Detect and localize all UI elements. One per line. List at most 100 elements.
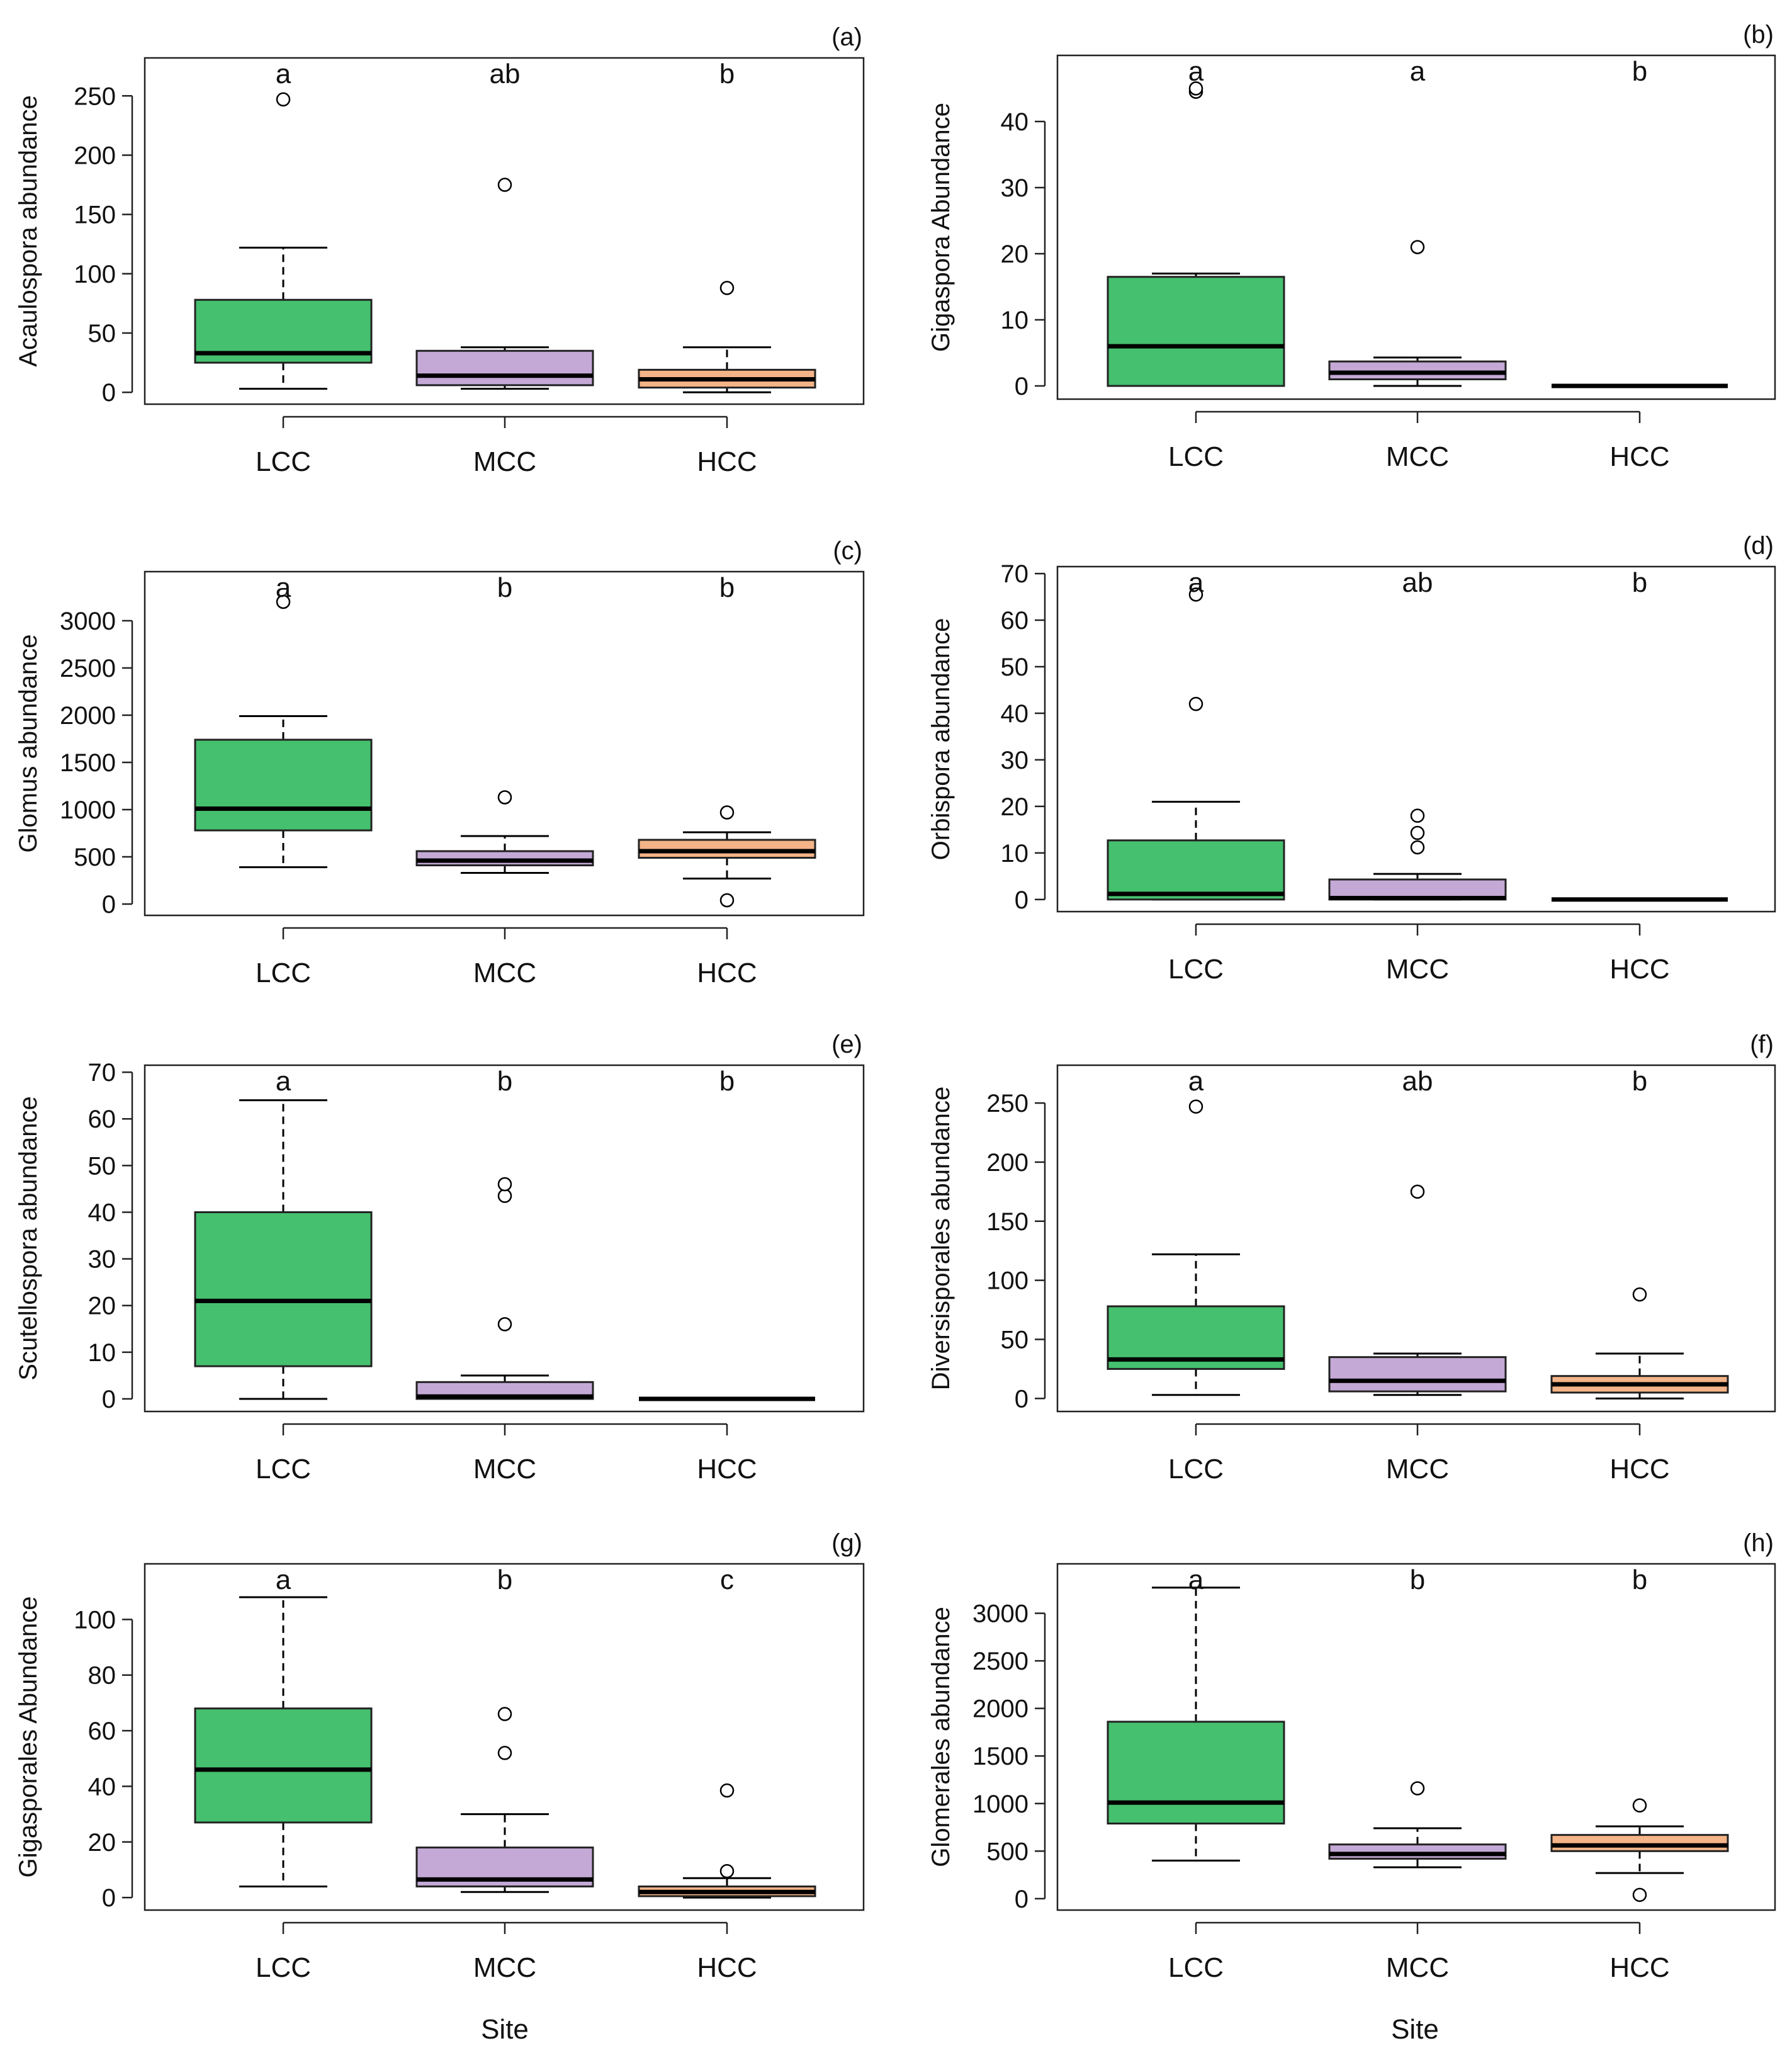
- significance-letter: b: [1410, 1564, 1425, 1595]
- box-lcc: a: [194, 59, 373, 390]
- box-iqr: [1328, 1843, 1507, 1860]
- x-tick-label: HCC: [1609, 441, 1669, 472]
- outlier-point: [497, 1177, 512, 1192]
- x-tick-label: LCC: [256, 446, 311, 477]
- x-axis-title: Site: [1391, 2014, 1439, 2045]
- significance-letter: ab: [1402, 567, 1433, 598]
- y-tick-label: 20: [88, 1829, 116, 1857]
- outlier-point: [276, 92, 291, 107]
- plot-frame: [1056, 1064, 1776, 1413]
- panel-label: (h): [1743, 1529, 1774, 1557]
- y-tick-label: 150: [986, 1208, 1028, 1236]
- y-axis-label: Glomerales abundance: [927, 1607, 955, 1867]
- x-tick-label: HCC: [1609, 1952, 1669, 1983]
- x-tick-label: HCC: [697, 958, 757, 988]
- y-tick-label: 500: [74, 844, 116, 871]
- outlier-point: [719, 281, 735, 295]
- y-tick-label: 100: [74, 261, 116, 288]
- box-iqr: [1550, 1834, 1729, 1852]
- outlier-point: [497, 790, 512, 805]
- significance-letter: a: [276, 572, 291, 603]
- panel-label: (a): [831, 23, 862, 51]
- y-tick-label: 70: [88, 1059, 116, 1087]
- boxplot-panel-f: (f) 0 50 100 150 200 250 Diversisporales abunda…: [927, 1031, 1776, 1485]
- boxplot-panel-c: (c) 0 500 1000 1500 2000 2500 3000 Glomus abunda…: [14, 537, 865, 988]
- outlier-point: [276, 594, 291, 609]
- plot-frame: [1056, 54, 1776, 400]
- y-tick-label: 50: [88, 1152, 116, 1180]
- y-tick-label: 0: [1015, 373, 1028, 400]
- x-tick-label: LCC: [256, 1454, 311, 1485]
- panel-label: (d): [1743, 532, 1774, 560]
- y-tick-label: 0: [1015, 1886, 1028, 1913]
- y-axis-label: Scutellospora abundance: [14, 1096, 42, 1380]
- box-mcc: b: [1328, 1564, 1507, 1869]
- outlier-point: [1188, 1099, 1203, 1114]
- boxplot-panel-b: (b) 0 10 20 30 40 Gigaspora Abundance LCC MCC HCC…: [927, 21, 1776, 472]
- y-axis-label: Acaulospora abundance: [14, 95, 42, 366]
- y-tick-label: 1500: [60, 749, 116, 777]
- box-lcc: a: [1107, 1564, 1285, 1862]
- box-iqr: [1328, 360, 1507, 381]
- boxplot-panel-g: (g) 0 20 40 60 80 100 Gigasporales Abundance LCC…: [14, 1529, 865, 1983]
- significance-letter: a: [1188, 1066, 1204, 1097]
- significance-letter: a: [276, 1066, 291, 1097]
- y-tick-label: 30: [1001, 747, 1029, 774]
- x-tick-label: MCC: [473, 958, 536, 988]
- x-tick-label: LCC: [1168, 441, 1224, 472]
- y-tick-label: 50: [88, 320, 116, 348]
- x-tick-label: MCC: [1386, 441, 1449, 472]
- x-tick-label: LCC: [1168, 1454, 1224, 1485]
- outlier-point: [1410, 1184, 1425, 1199]
- box-lcc: a: [1107, 567, 1285, 901]
- outlier-point: [1632, 1887, 1647, 1903]
- y-tick-label: 0: [1015, 886, 1028, 914]
- outlier-point: [497, 1746, 512, 1760]
- y-tick-label: 40: [1001, 700, 1029, 728]
- x-tick-label: LCC: [256, 958, 311, 988]
- outlier-point: [719, 893, 735, 908]
- y-axis-label: Gigaspora Abundance: [927, 103, 955, 352]
- y-tick-label: 0: [102, 1884, 116, 1912]
- y-tick-label: 1000: [60, 796, 116, 824]
- y-tick-label: 20: [1001, 240, 1029, 268]
- box-iqr: [415, 349, 594, 387]
- plot-frame: [144, 1064, 865, 1413]
- y-tick-label: 2000: [60, 702, 116, 730]
- plot-frame: [144, 1563, 865, 1911]
- significance-letter: b: [497, 1066, 512, 1097]
- box-lcc: a: [194, 1564, 373, 1887]
- significance-letter: a: [1188, 56, 1204, 87]
- box-iqr: [1107, 839, 1285, 901]
- outlier-point: [719, 805, 735, 820]
- box-iqr: [194, 1707, 373, 1824]
- y-tick-label: 60: [88, 1106, 116, 1133]
- y-tick-label: 0: [102, 379, 116, 407]
- outlier-point: [1410, 1781, 1425, 1796]
- plot-frame: [1056, 565, 1776, 913]
- y-tick-label: 0: [102, 1386, 116, 1413]
- significance-letter: a: [1188, 1564, 1204, 1595]
- y-tick-label: 100: [74, 1606, 116, 1634]
- box-hcc: b: [638, 59, 816, 393]
- x-tick-label: HCC: [1609, 1454, 1669, 1485]
- significance-letter: a: [276, 59, 291, 89]
- y-tick-label: 60: [88, 1717, 116, 1745]
- y-tick-label: 100: [986, 1267, 1028, 1295]
- boxplot-panel-h: (h) 0 500 1000 1500 2000 2500 3000 Glomerales ab…: [927, 1529, 1776, 1983]
- y-tick-label: 40: [88, 1773, 116, 1801]
- box-hcc: b: [1550, 1066, 1729, 1400]
- y-tick-label: 30: [1001, 174, 1029, 202]
- outlier-point: [497, 1707, 512, 1721]
- x-tick-label: LCC: [1168, 1952, 1224, 1983]
- significance-letter: b: [497, 572, 512, 603]
- outlier-point: [1188, 696, 1203, 711]
- y-tick-label: 2000: [972, 1695, 1028, 1723]
- outlier-point: [1410, 825, 1425, 840]
- x-tick-label: MCC: [473, 1454, 536, 1485]
- outlier-point: [719, 1783, 735, 1798]
- box-hcc: b: [638, 572, 816, 908]
- box-hcc: c: [638, 1564, 816, 1899]
- x-tick-label: MCC: [1386, 954, 1449, 985]
- y-tick-label: 1000: [972, 1790, 1028, 1818]
